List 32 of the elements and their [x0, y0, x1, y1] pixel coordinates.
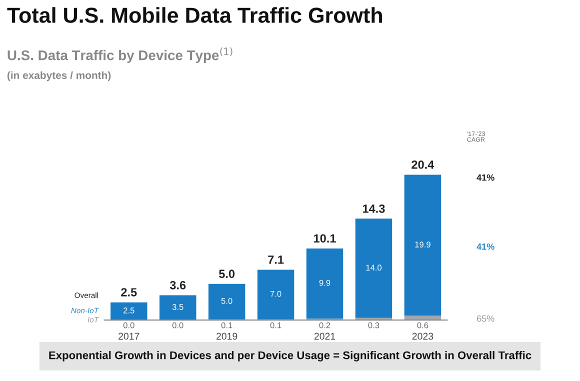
data-label: 9.9: [319, 280, 330, 286]
data-label: 19.9: [415, 242, 430, 248]
data-label: 0.1: [221, 322, 232, 328]
text: 65%: [477, 315, 494, 322]
text: 41%: [476, 243, 494, 250]
data-label: 0.3: [368, 322, 380, 328]
data-label: 0.6: [417, 322, 428, 328]
chart-title: Total U.S. Mobile Data Traffic Growth: [7, 7, 382, 23]
data-label: 7.0: [270, 290, 282, 297]
x-tick-label: 2023: [412, 332, 434, 340]
total-label: 2.5: [121, 288, 137, 296]
x-tick-label: 2017: [118, 332, 140, 340]
total-label: 5.0: [218, 270, 235, 278]
data-label: 2.5: [124, 308, 134, 314]
text: Exponential Growth in Devices and per Device Usage = Significant Growth in Overall Traffic: [49, 351, 532, 362]
x-tick-label: 2021: [314, 332, 336, 340]
text: 41%: [476, 174, 494, 181]
total-label: 3.6: [170, 280, 186, 290]
data-label: 0.2: [319, 322, 330, 328]
data-label: 0.0: [172, 322, 184, 328]
total-label: 20.4: [412, 160, 434, 169]
chart-subtitle: U.S. Data Traffic by Device Type$^{(1)}$: [8, 47, 232, 63]
data-label: 0.1: [270, 322, 282, 328]
data-label: 3.5: [172, 304, 184, 310]
data-label: 0.0: [123, 322, 134, 328]
total-label: 14.3: [362, 204, 385, 213]
data-label: 14.0: [366, 264, 382, 271]
data-label: 5.0: [221, 298, 232, 304]
total-label: 7.1: [268, 256, 284, 264]
total-label: 10.1: [314, 234, 336, 243]
x-tick-label: 2019: [216, 332, 238, 340]
text: (in exabytes / month): [7, 71, 111, 82]
